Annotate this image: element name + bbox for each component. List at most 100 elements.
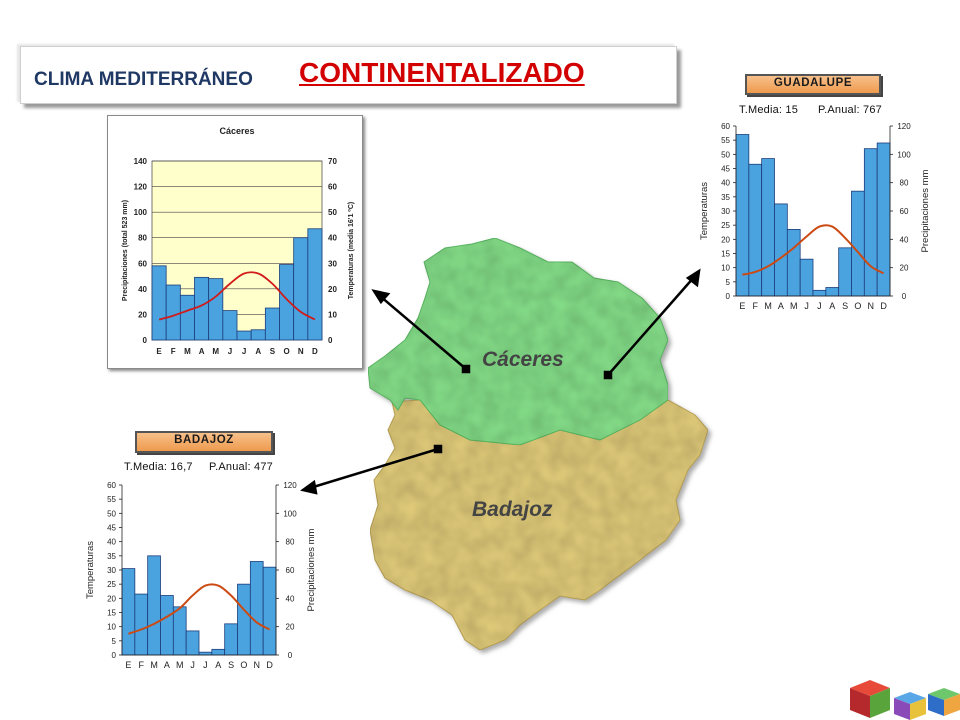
guadalupe-xtick: J [817,301,822,311]
caceres-ytick-right: 0 [328,336,333,345]
badajoz-ytick-left: 50 [107,509,116,518]
guadalupe-precip-bar [851,190,865,297]
badajoz-ytick-left: 20 [107,594,116,603]
guadalupe-xtick: E [739,301,745,311]
arrow-to-caceres [379,295,467,370]
guadalupe-ytick-right: 0 [902,292,907,301]
guadalupe-precip-bar [825,287,840,297]
guadalupe-temp-line [742,224,885,276]
badajoz-ytick-right: 0 [288,651,293,660]
caceres-xtick: N [298,347,304,356]
badajoz-ytick-right: 20 [286,623,295,632]
caceres-precip-bar [151,265,167,341]
caceres-xtick: M [212,347,219,356]
badajoz-temp-line [128,583,271,635]
caceres-precip-bar [307,228,323,341]
guadalupe-xtick: J [804,301,809,311]
caceres-xtick: A [199,347,205,356]
caceres-precip-bar [179,294,195,341]
title-text: CLIMA MEDITERRÁNEO [34,69,253,90]
caceres-chart-svg: Cáceres 0 0 20 10 40 20 60 30 80 40 100 50 120 60 140 70… [122,126,355,356]
guadalupe-xtick: D [880,301,887,311]
badajoz-ytick-right: 100 [283,509,297,518]
guadalupe-xtick: A [778,301,784,311]
guadalupe-precip-bar [838,247,852,297]
guadalupe-ytick-left: 30 [721,207,730,216]
guadalupe-ytick-right: 120 [897,122,911,131]
badajoz-precip-bar [160,595,174,656]
guadalupe-ytick-left: 25 [721,221,730,230]
caceres-xtick: F [171,347,176,356]
badajoz-xtick: O [240,660,247,670]
badajoz-ytick-left: 60 [107,481,116,490]
guadalupe-precip-bar [748,163,763,297]
guadalupe-ytick-left: 55 [721,136,730,145]
arrowhead-badajoz [300,479,318,495]
badajoz-ytick-left: 35 [107,552,116,561]
guadalupe-ytick-right: 60 [900,207,909,216]
caceres-ylabel: Precipitaciones (total 523 mm) [122,200,129,301]
badajoz-ytick-left: 40 [107,538,116,547]
guadalupe-xtick: N [868,301,875,311]
guadalupe-ytick-left: 20 [721,235,730,244]
badajoz-ytick-left: 45 [107,524,116,533]
caceres-xtick: A [255,347,261,356]
badajoz-ytick-left: 0 [112,651,117,660]
badajoz-xtick: E [125,660,131,670]
guadalupe-chart-svg: 0 5 10 15 20 25 30 35 40 45 50 55 60 0 20 40 60 80 100 120 E… [699,122,931,311]
guadalupe-xtick: F [753,301,759,311]
caceres-ytick-left: 140 [134,157,148,166]
caceres-precip-bar [279,264,295,341]
caceres-xtick: E [156,347,162,356]
guadalupe-y2label: Precipitaciones mm [920,169,931,252]
guadalupe-panual: P.Anual: 767 [818,104,882,116]
badajoz-xtick: D [266,660,273,670]
badajoz-ytick-left: 15 [107,609,116,618]
badajoz-label: BADAJOZ [135,431,273,453]
caceres-precip-bar [250,329,266,341]
badajoz-precip-bar [185,630,200,656]
arrowhead-guadalupe [685,268,701,288]
badajoz-ytick-right: 40 [286,594,295,603]
arrow-to-badajoz [309,447,439,490]
caceres-ytick-left: 120 [134,183,148,192]
badajoz-precip-bar [147,555,161,656]
caceres-precip-bar [264,307,280,341]
caceres-precip-bar [222,310,238,341]
caceres-xtick: O [283,347,289,356]
caceres-climograph: Cáceres 0 0 20 10 40 20 60 30 80 40 100 50 120 60 140 70… [107,115,363,369]
guadalupe-ytick-left: 40 [721,179,730,188]
guadalupe-precip-bar [786,229,801,297]
caceres-precip-bar [165,284,181,341]
guadalupe-precip-bar [812,289,827,297]
badajoz-precip-bar [224,623,238,656]
badajoz-xtick: J [203,660,208,670]
arrow-to-guadalupe [607,275,696,376]
guadalupe-tmedia: T.Media: 15 [739,104,799,116]
guadalupe-ytick-left: 0 [726,292,731,301]
title-banner: CLIMA MEDITERRÁNEO CONTINENTALIZADO [20,46,677,104]
caceres-temp-line [158,271,316,321]
caceres-xtick: S [270,347,276,356]
guadalupe-ytick-right: 100 [897,150,911,159]
caceres-precip-bar [293,237,309,341]
guadalupe-ytick-left: 15 [721,250,730,259]
logo-cubes [850,680,960,720]
guadalupe-precip-bar [761,158,775,297]
guadalupe-ytick-left: 35 [721,193,730,202]
badajoz-precip-bar [211,648,226,656]
guadalupe-xtick: O [854,301,861,311]
caceres-ytick-left: 60 [138,259,147,268]
badajoz-ytick-left: 10 [107,623,116,632]
guadalupe-precip-bar [774,203,788,297]
guadalupe-ytick-left: 50 [721,150,730,159]
caceres-precip-bar [236,330,252,341]
caceres-ytick-left: 80 [138,234,147,243]
caceres-ytick-right: 20 [328,285,337,294]
caceres-precip-bar [208,278,224,341]
badajoz-precip-bar [237,583,251,656]
badajoz-panual: P.Anual: 477 [209,461,273,473]
caceres-ytick-right: 50 [328,208,337,217]
badajoz-ytick-right: 80 [286,538,295,547]
badajoz-xtick: F [139,660,145,670]
